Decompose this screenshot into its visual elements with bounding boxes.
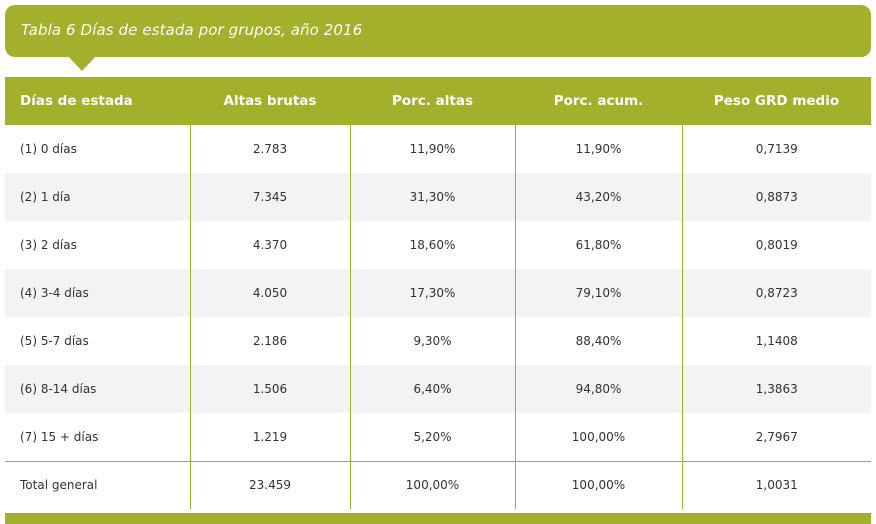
cell-total-porc-acum: 100,00% bbox=[514, 461, 682, 509]
cell-porc-altas: 6,40% bbox=[349, 365, 515, 413]
cell-porc-altas: 5,20% bbox=[349, 413, 515, 461]
cell-porc-altas: 11,90% bbox=[349, 125, 515, 173]
cell-porc-altas: 17,30% bbox=[349, 269, 515, 317]
cell-altas-brutas: 2.186 bbox=[189, 317, 350, 365]
header-row: Días de estada Altas brutas Porc. altas … bbox=[5, 77, 871, 125]
title-pointer bbox=[68, 56, 96, 71]
total-row: Total general 23.459 100,00% 100,00% 1,0… bbox=[5, 461, 871, 509]
cell-altas-brutas: 1.219 bbox=[189, 413, 350, 461]
table-title: Tabla 6 Días de estada por grupos, año 2… bbox=[21, 21, 363, 39]
cell-altas-brutas: 7.345 bbox=[189, 173, 350, 221]
table-row: (3) 2 días 4.370 18,60% 61,80% 0,8019 bbox=[5, 221, 871, 269]
header-porc-acum: Porc. acum. bbox=[553, 93, 644, 109]
cell-group: (3) 2 días bbox=[20, 238, 77, 252]
cell-porc-acum: 43,20% bbox=[514, 173, 682, 221]
cell-total-peso-grd: 1,0031 bbox=[681, 461, 871, 509]
cell-total-altas-brutas: 23.459 bbox=[189, 461, 350, 509]
cell-total-porc-altas: 100,00% bbox=[349, 461, 515, 509]
data-table: Días de estada Altas brutas Porc. altas … bbox=[5, 77, 871, 509]
cell-altas-brutas: 1.506 bbox=[189, 365, 350, 413]
table-title-bar: Tabla 6 Días de estada por grupos, año 2… bbox=[5, 5, 871, 57]
cell-group: (5) 5-7 días bbox=[20, 334, 89, 348]
cell-peso-grd: 0,8873 bbox=[681, 173, 871, 221]
cell-peso-grd: 1,3863 bbox=[681, 365, 871, 413]
cell-porc-acum: 61,80% bbox=[514, 221, 682, 269]
cell-peso-grd: 0,8723 bbox=[681, 269, 871, 317]
cell-peso-grd: 2,7967 bbox=[681, 413, 871, 461]
header-porc-altas: Porc. altas bbox=[392, 93, 473, 109]
cell-porc-acum: 11,90% bbox=[514, 125, 682, 173]
cell-peso-grd: 1,1408 bbox=[681, 317, 871, 365]
cell-altas-brutas: 2.783 bbox=[189, 125, 350, 173]
cell-porc-acum: 94,80% bbox=[514, 365, 682, 413]
cell-total-label: Total general bbox=[20, 478, 98, 493]
table-row: (6) 8-14 días 1.506 6,40% 94,80% 1,3863 bbox=[5, 365, 871, 413]
header-dias-de-estada: Días de estada bbox=[20, 93, 133, 109]
bottom-border-bar bbox=[5, 513, 871, 524]
cell-group: (4) 3-4 días bbox=[20, 286, 89, 300]
cell-peso-grd: 0,8019 bbox=[681, 221, 871, 269]
table-row: (4) 3-4 días 4.050 17,30% 79,10% 0,8723 bbox=[5, 269, 871, 317]
cell-peso-grd: 0,7139 bbox=[681, 125, 871, 173]
cell-group: (7) 15 + días bbox=[20, 429, 99, 444]
cell-porc-altas: 18,60% bbox=[349, 221, 515, 269]
header-altas-brutas: Altas brutas bbox=[223, 93, 317, 109]
cell-porc-altas: 31,30% bbox=[349, 173, 515, 221]
table-row: (1) 0 días 2.783 11,90% 11,90% 0,7139 bbox=[5, 125, 871, 173]
cell-group: (1) 0 días bbox=[20, 142, 77, 156]
cell-porc-altas: 9,30% bbox=[349, 317, 515, 365]
cell-porc-acum: 100,00% bbox=[514, 413, 682, 461]
cell-altas-brutas: 4.370 bbox=[189, 221, 350, 269]
table-row: (2) 1 día 7.345 31,30% 43,20% 0,8873 bbox=[5, 173, 871, 221]
cell-porc-acum: 79,10% bbox=[514, 269, 682, 317]
table-row: (5) 5-7 días 2.186 9,30% 88,40% 1,1408 bbox=[5, 317, 871, 365]
table-row: (7) 15 + días 1.219 5,20% 100,00% 2,7967 bbox=[5, 413, 871, 461]
cell-group: (6) 8-14 días bbox=[20, 382, 97, 396]
cell-altas-brutas: 4.050 bbox=[189, 269, 350, 317]
header-peso-grd-medio: Peso GRD medio bbox=[713, 93, 840, 109]
cell-porc-acum: 88,40% bbox=[514, 317, 682, 365]
cell-group: (2) 1 día bbox=[20, 190, 71, 204]
